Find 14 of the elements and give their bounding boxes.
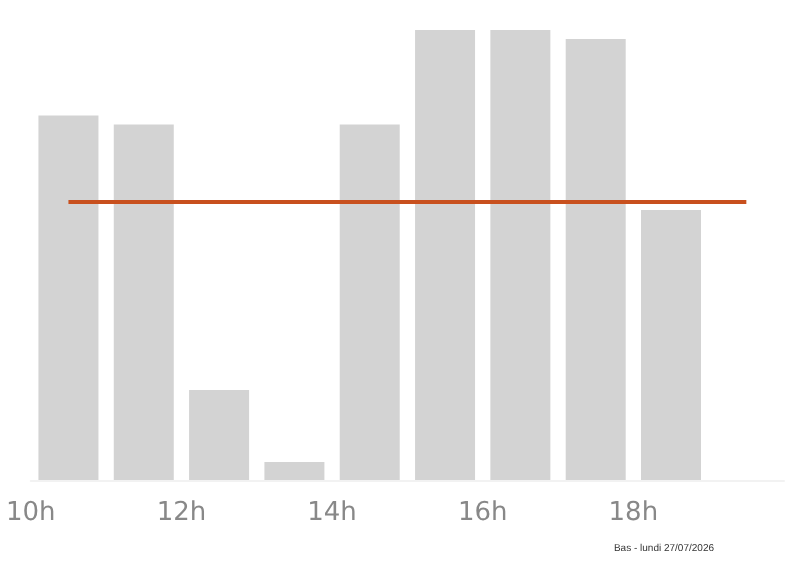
- bar: [38, 115, 99, 480]
- x-tick-label: 16h: [457, 498, 508, 528]
- x-tick-label: 14h: [307, 498, 357, 528]
- x-tick-label: 18h: [608, 498, 659, 528]
- bar: [339, 124, 400, 480]
- bar: [189, 390, 250, 480]
- x-tick-label: 12h: [156, 498, 207, 528]
- bar: [113, 124, 174, 480]
- bar: [490, 30, 551, 480]
- bar: [415, 30, 476, 480]
- bar: [641, 210, 702, 480]
- bar: [565, 39, 626, 480]
- bar: [264, 462, 325, 480]
- x-tick-label: 10h: [6, 498, 56, 528]
